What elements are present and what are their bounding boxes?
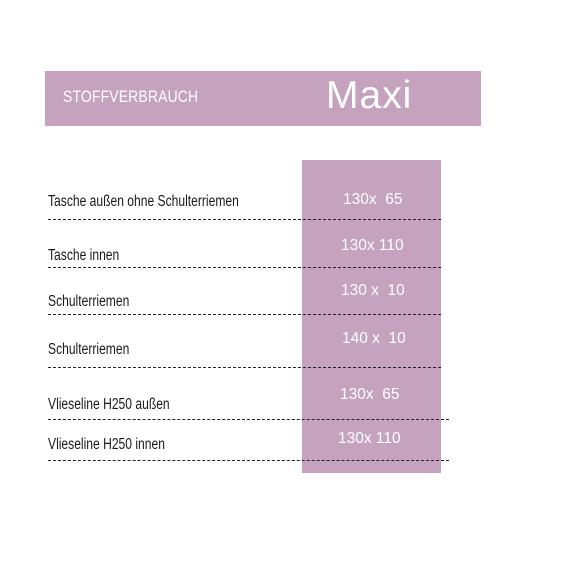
row-label-tasche-innen: Tasche innen xyxy=(48,247,120,264)
header-title: STOFFVERBRAUCH xyxy=(63,87,199,106)
row-value-vlieseline-aussen: 130x 65 xyxy=(340,386,400,403)
row-divider xyxy=(48,267,441,268)
row-divider xyxy=(48,419,449,420)
row-value-vlieseline-innen: 130x 110 xyxy=(338,430,401,447)
row-label-schulterriemen-1: Schulterriemen xyxy=(48,293,130,310)
row-value-tasche-aussen: 130x 65 xyxy=(343,191,403,208)
row-divider xyxy=(48,367,441,368)
value-column xyxy=(302,160,441,473)
row-label-vlieseline-innen: Vlieseline H250 innen xyxy=(48,436,165,453)
size-title: Maxi xyxy=(326,74,413,117)
row-label-tasche-aussen: Tasche außen ohne Schulterriemen xyxy=(48,193,239,210)
row-divider xyxy=(48,314,441,315)
row-label-schulterriemen-2: Schulterriemen xyxy=(48,341,130,358)
row-label-vlieseline-aussen: Vlieseline H250 außen xyxy=(48,396,170,413)
row-value-tasche-innen: 130x 110 xyxy=(341,237,404,254)
row-value-schulterriemen-2: 140 x 10 xyxy=(342,330,406,347)
row-divider xyxy=(48,460,449,461)
header-band: STOFFVERBRAUCH Maxi xyxy=(45,71,481,126)
row-divider xyxy=(48,219,441,220)
row-value-schulterriemen-1: 130 x 10 xyxy=(341,282,405,299)
